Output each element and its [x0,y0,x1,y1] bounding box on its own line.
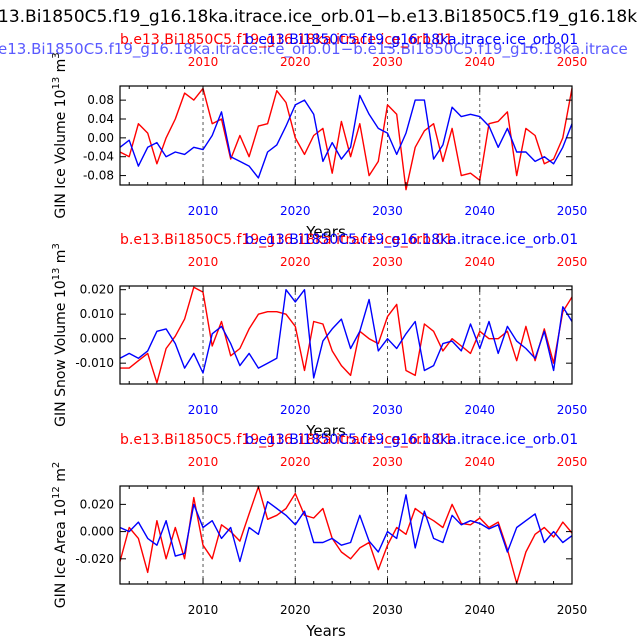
top-xtick-label: 2020 [280,255,311,269]
series-line-blue [119,494,573,563]
y-axis-label: GIN Ice Area 1012 m2 [51,462,69,608]
xtick-label: 2040 [464,603,495,617]
ytick-label: 0.010 [80,307,114,321]
series-line-blue [119,289,573,379]
chart-title-blue: b.e13.Bi1850C5.f19_g16.18ka.itrace.ice_o… [245,32,578,48]
top-xtick-label: 2050 [557,55,588,69]
top-xtick-label: 2030 [372,455,403,469]
xtick-label: 2040 [464,204,495,218]
ytick-label: 0.00 [87,131,114,145]
xtick-label: 2020 [280,204,311,218]
ytick-label: -0.020 [75,552,114,566]
xtick-label: 2040 [464,403,495,417]
plot-frame [119,485,573,585]
series-line-red [119,87,573,191]
chart-title-red: b.e13.Bi1850C5.f19_g16.18ka.itrace.ice_o… [120,232,453,248]
plot-frame [119,285,573,385]
chart-title-red: b.e13.Bi1850C5.f19_g16.18ka.itrace.ice_o… [120,32,453,48]
top-xtick-label: 2040 [464,255,495,269]
ytick-label: 0.000 [80,332,114,346]
ytick-label: 0.08 [87,93,114,107]
chart-title-blue: b.e13.Bi1850C5.f19_g16.18ka.itrace.ice_o… [245,232,578,248]
xtick-label: 2030 [372,403,403,417]
ytick-label: 0.04 [87,112,114,126]
series-line-red [120,286,573,384]
chart-panel-1: b.e13.Bi1850C5.f19_g16.18ka.itrace.ice_o… [51,32,587,241]
ytick-label: -0.08 [83,169,114,183]
top-xtick-label: 2020 [280,455,311,469]
top-xtick-label: 2040 [464,55,495,69]
xtick-label: 2030 [372,204,403,218]
top-xtick-label: 2010 [188,455,219,469]
page-title: 13.Bi1850C5.f19_g16.18ka.itrace.ice_orb.… [0,7,637,27]
chart-title-red: b.e13.Bi1850C5.f19_g16.18ka.itrace.ice_o… [120,432,453,448]
page-title-overlay: e13.Bi1850C5.f19_g16.18ka.itrace.ice_orb… [0,40,628,59]
top-xtick-label: 2050 [557,455,588,469]
ytick-label: 0.000 [80,525,114,539]
xtick-label: 2050 [557,603,588,617]
top-xtick-label: 2010 [188,55,219,69]
ytick-label: 0.020 [80,497,114,511]
ytick-label: -0.010 [75,356,114,370]
top-xtick-label: 2020 [280,55,311,69]
top-xtick-label: 2040 [464,455,495,469]
xtick-label: 2010 [188,603,219,617]
xtick-label: 2030 [372,603,403,617]
chart-panel-3: b.e13.Bi1850C5.f19_g16.18ka.itrace.ice_o… [51,432,587,637]
series-line-red [119,486,573,584]
y-axis-label: GIN Snow Volume 1013 m3 [51,243,69,427]
xtick-label: 2050 [557,403,588,417]
chart-title-blue: b.e13.Bi1850C5.f19_g16.18ka.itrace.ice_o… [245,432,578,448]
x-axis-label: Years [305,422,346,440]
xtick-label: 2020 [280,403,311,417]
chart-panel-2: b.e13.Bi1850C5.f19_g16.18ka.itrace.ice_o… [51,232,587,440]
ytick-label: -0.04 [83,150,114,164]
xtick-label: 2020 [280,603,311,617]
ytick-label: 0.020 [80,283,114,297]
top-xtick-label: 2030 [372,255,403,269]
top-xtick-label: 2030 [372,55,403,69]
xtick-label: 2050 [557,204,588,218]
x-axis-label: Years [305,223,346,241]
top-xtick-label: 2010 [188,255,219,269]
y-axis-label: GIN Ice Volume 1013 m3 [51,52,69,218]
xtick-label: 2010 [188,403,219,417]
top-xtick-label: 2050 [557,255,588,269]
xtick-label: 2010 [188,204,219,218]
plot-frame [119,85,573,186]
x-axis-label: Years [305,622,346,637]
series-line-blue [119,94,573,179]
